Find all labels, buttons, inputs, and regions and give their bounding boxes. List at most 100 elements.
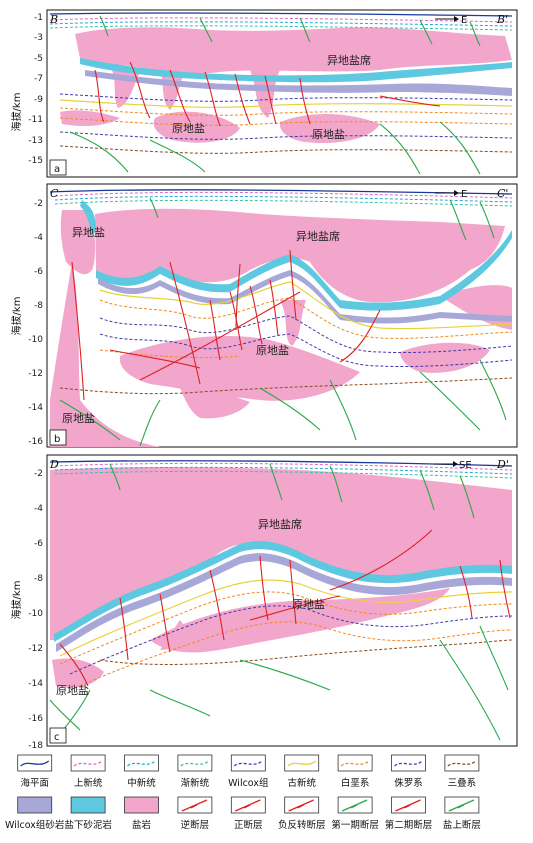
legend-swatch xyxy=(70,754,106,772)
legend-line-sample xyxy=(180,760,210,767)
legend-fault-sample xyxy=(341,799,368,812)
legend-swatch xyxy=(444,754,480,772)
legend-fault-arrow-icon xyxy=(297,804,304,809)
legend-label: 正断层 xyxy=(234,819,263,831)
tick-label: -10 xyxy=(28,335,43,345)
legend-label: Wilcox组 xyxy=(228,777,269,789)
direction-arrow-icon xyxy=(435,190,459,196)
direction-label: E xyxy=(461,15,467,26)
salt-canopy xyxy=(75,27,512,74)
legend-swatch xyxy=(230,754,266,772)
legend-swatch xyxy=(70,796,106,814)
legend-fault-sample xyxy=(448,799,475,812)
tick-label: -14 xyxy=(28,403,43,413)
legend-label: 白垩系 xyxy=(341,777,370,789)
legend-label: 盐下砂泥岩 xyxy=(64,819,112,831)
y-axis-label: 海拔/km xyxy=(10,581,23,620)
panel-letter: a xyxy=(54,164,60,175)
tick-label: -6 xyxy=(34,267,43,277)
panel-letter: c xyxy=(54,732,60,743)
legend-label: 第一期断层 xyxy=(331,819,379,831)
legend-label: 上新统 xyxy=(74,777,103,789)
legend-line-sample xyxy=(340,760,370,767)
salt-label: 原地盐 xyxy=(56,684,89,697)
salt-label: 异地盐席 xyxy=(258,517,302,531)
section-end-label: D' xyxy=(496,458,509,471)
legend-swatch xyxy=(337,754,373,772)
section-start-label: C xyxy=(50,187,59,200)
legend-label: 盐上断层 xyxy=(443,819,481,831)
legend-swatch xyxy=(17,796,53,814)
tick-label: -18 xyxy=(28,741,43,751)
legend-swatch xyxy=(391,754,426,772)
legend-swatch xyxy=(124,796,159,814)
panel-c-yticks: -2 -4 -6 -8 -10 -12 -14 -16 -18 xyxy=(28,469,43,751)
y-axis-label: 海拔/km xyxy=(10,297,23,336)
tick-label: -15 xyxy=(28,156,43,166)
salt-label: 异地盐席 xyxy=(296,229,340,243)
section-end-label: C' xyxy=(497,187,508,200)
legend-line-sample xyxy=(73,760,103,767)
legend-line-sample xyxy=(394,760,423,767)
legend-swatch xyxy=(177,754,213,772)
legend: 海平面 上新统 中新统 渐新统 Wilcox组 古新统 白垩系 侏罗系 三叠系 Wilcox组砂岩… xyxy=(5,754,481,831)
panel-a-yticks: -1 -3 -5 -7 -9 -11 -13 -15 xyxy=(28,13,43,166)
tick-label: -13 xyxy=(28,136,43,146)
tick-label: -11 xyxy=(28,115,43,125)
panel-c: -2 -4 -6 -8 -10 -12 -14 -16 -18 D D' SE … xyxy=(28,454,518,751)
legend-fault-arrow-icon xyxy=(457,804,465,809)
salt-canopy xyxy=(95,208,505,303)
tick-label: -9 xyxy=(34,95,43,105)
legend-swatch xyxy=(124,754,159,772)
legend-label: 逆断层 xyxy=(181,819,210,831)
legend-label: 中新统 xyxy=(127,777,156,789)
legend-line-sample xyxy=(287,760,317,767)
salt-label: 原地盐 xyxy=(312,128,345,141)
panel-b-yticks: -2 -4 -6 -8 -10 -12 -14 -16 xyxy=(28,199,43,447)
legend-label: 古新统 xyxy=(287,777,316,789)
salt-canopy xyxy=(50,467,512,640)
section-start-label: B xyxy=(49,13,58,26)
tick-label: -14 xyxy=(28,679,43,689)
legend-label: Wilcox组砂岩 xyxy=(5,819,64,831)
legend-swatch xyxy=(17,754,53,772)
legend-fault-arrow-icon xyxy=(190,804,198,809)
tick-label: -4 xyxy=(34,504,43,514)
tick-label: -3 xyxy=(34,33,43,43)
section-start-label: D xyxy=(49,458,59,471)
salt-label: 原地盐 xyxy=(62,412,95,425)
legend-line-sample xyxy=(447,760,477,767)
legend-fault-sample xyxy=(235,799,261,812)
legend-label: 渐新统 xyxy=(181,777,210,789)
direction-arrow-icon xyxy=(435,16,459,22)
salt-label: 原地盐 xyxy=(172,122,205,135)
tick-label: -7 xyxy=(34,74,43,84)
salt-label: 异地盐席 xyxy=(327,53,371,67)
salt-label-line: 异地盐 xyxy=(72,226,105,239)
legend-fault-arrow-icon xyxy=(404,804,411,809)
legend-fault-arrow-icon xyxy=(350,804,358,809)
salt-label: 异地盐 xyxy=(72,226,105,239)
tick-label: -5 xyxy=(34,54,43,64)
tick-label: -10 xyxy=(28,609,43,619)
legend-fault-sample xyxy=(288,799,314,812)
legend-line-sample xyxy=(127,760,156,767)
tick-label: -6 xyxy=(34,539,43,549)
direction-label: E xyxy=(461,189,467,200)
tick-label: -12 xyxy=(28,369,43,379)
legend-label: 第二期断层 xyxy=(385,819,433,831)
tick-label: -12 xyxy=(28,644,43,654)
direction-label: SE xyxy=(459,460,472,471)
panel-letter: b xyxy=(54,434,60,445)
legend-label: 海平面 xyxy=(20,777,49,789)
tick-label: -4 xyxy=(34,233,43,243)
tick-label: -2 xyxy=(34,199,43,209)
tick-label: -16 xyxy=(28,714,43,724)
sea-level-line xyxy=(49,12,513,17)
tick-label: -16 xyxy=(28,437,43,447)
y-axis-label: 海拔/km xyxy=(10,93,23,132)
tick-label: -1 xyxy=(34,13,43,23)
legend-fault-sample xyxy=(181,799,208,812)
salt-autochthonous xyxy=(153,111,240,143)
direction-arrow-icon xyxy=(434,461,458,467)
